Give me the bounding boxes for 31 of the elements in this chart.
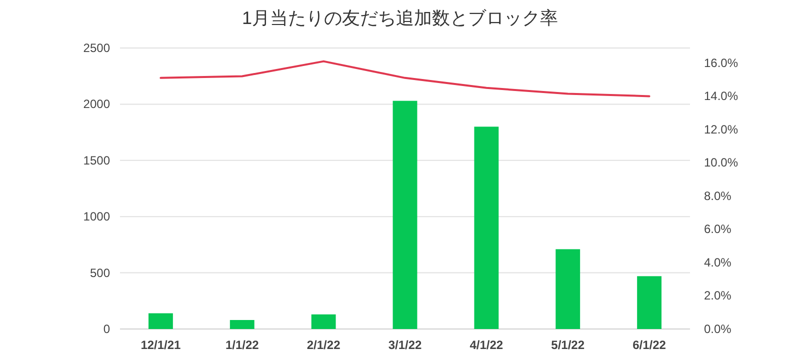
chart-title: 1月当たりの友だち追加数とブロック率 [242, 8, 558, 28]
line-series [160, 60, 650, 98]
bar [230, 320, 254, 329]
bar [148, 313, 173, 329]
y2-tick-label: 0.0% [704, 322, 732, 336]
y2-tick-label: 14.0% [704, 89, 738, 104]
bar [392, 100, 418, 329]
y-tick-label: 500 [90, 266, 110, 280]
y2-tick-label: 6.0% [704, 222, 732, 236]
bar [637, 276, 662, 329]
x-tick-label: 12/1/21 [140, 338, 182, 352]
y-tick-label: 2000 [83, 97, 110, 112]
bar [311, 314, 336, 329]
x-tick-label: 5/1/22 [551, 338, 585, 352]
y2-tick-label: 16.0% [704, 56, 738, 70]
x-tick-label: 6/1/22 [632, 338, 666, 352]
y-tick-label: 1000 [83, 210, 110, 224]
y-tick-label: 0 [103, 322, 110, 336]
bar [474, 126, 499, 329]
x-tick-label: 2/1/22 [306, 338, 341, 352]
x-tick-label: 3/1/22 [388, 338, 422, 352]
y2-tick-label: 2.0% [704, 288, 732, 303]
y2-tick-label: 4.0% [704, 255, 732, 270]
y2-tick-label: 10.0% [704, 156, 738, 170]
y-tick-label: 2500 [83, 41, 110, 55]
x-tick-label: 1/1/22 [225, 338, 260, 352]
y2-tick-label: 8.0% [704, 188, 732, 203]
y2-tick-label: 12.0% [704, 122, 738, 136]
x-tick-label: 4/1/22 [470, 338, 504, 352]
bar [556, 249, 580, 329]
y-tick-label: 1500 [83, 153, 110, 168]
